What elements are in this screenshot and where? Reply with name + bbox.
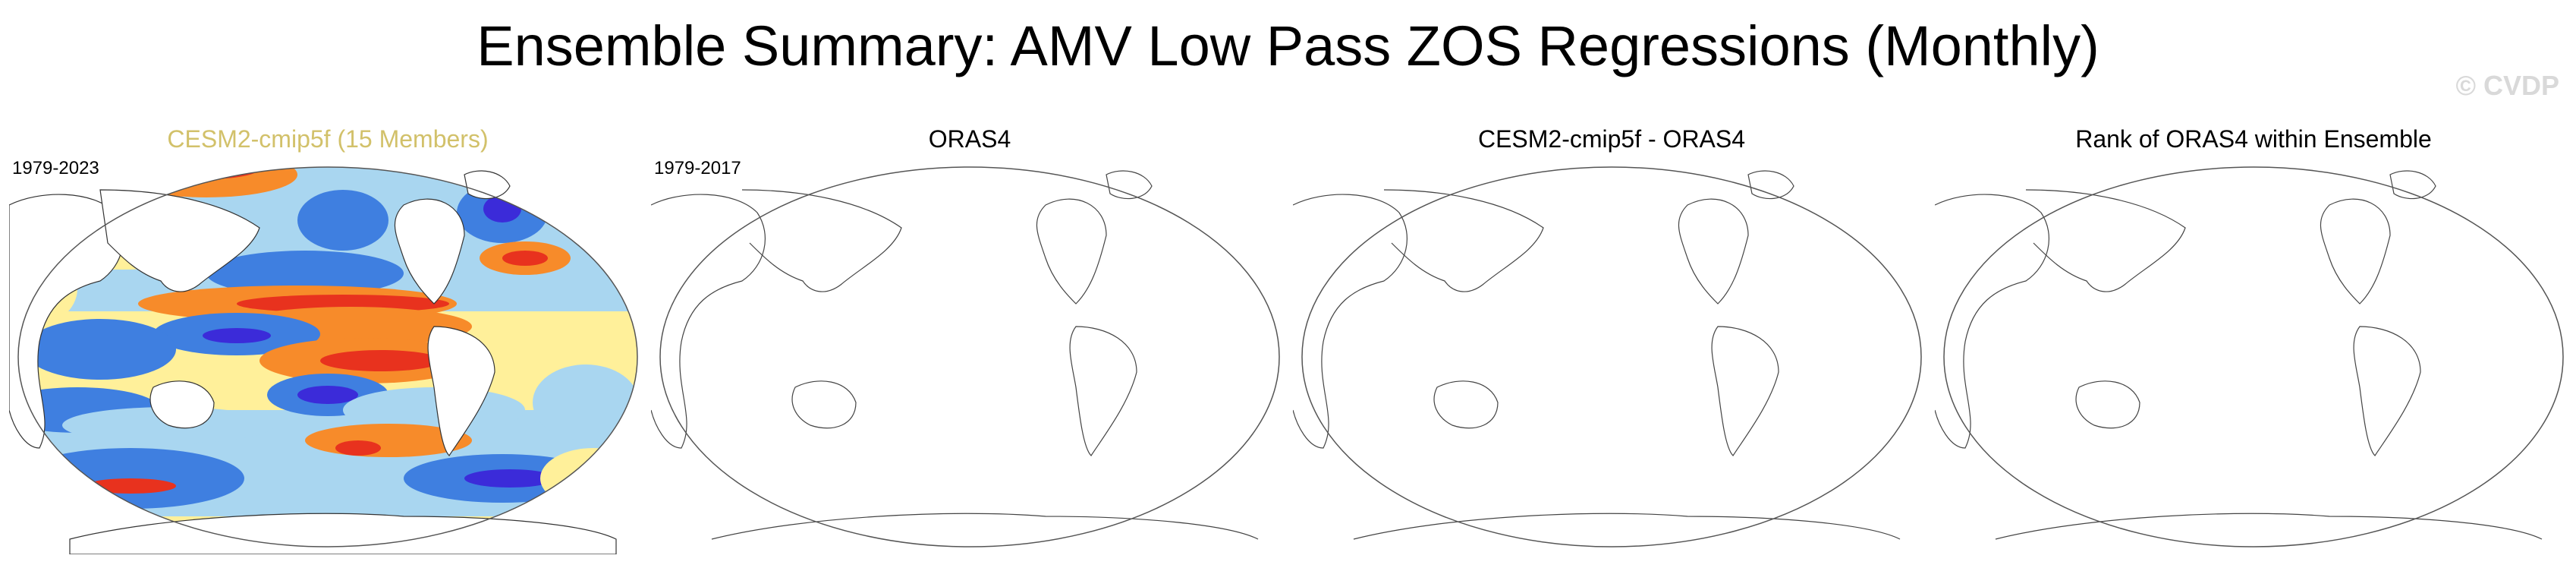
map-panel-ensemble: CESM2-cmip5f (15 Members) 1979-2023 bbox=[9, 114, 646, 562]
map-border bbox=[1301, 166, 1922, 547]
land-masses bbox=[9, 170, 617, 554]
panel-title: Rank of ORAS4 within Ensemble bbox=[2075, 125, 2432, 153]
map-difference bbox=[1293, 166, 1922, 547]
period-label: 1979-2023 bbox=[12, 158, 99, 178]
cvdp-watermark: © CVDP bbox=[2455, 70, 2559, 101]
map-oras4 bbox=[651, 166, 1280, 547]
map-ensemble bbox=[9, 166, 638, 554]
map-panel-oras4: ORAS4 1979-2017 bbox=[651, 114, 1288, 562]
map-rank bbox=[1935, 166, 2564, 547]
panel-title: CESM2-cmip5f - ORAS4 bbox=[1477, 125, 1746, 153]
period-label: 1979-2017 bbox=[654, 158, 741, 178]
figure-title: Ensemble Summary: AMV Low Pass ZOS Regre… bbox=[477, 14, 2099, 77]
map-border bbox=[1943, 166, 2564, 547]
coastlines bbox=[1293, 170, 1901, 540]
map-panel-rank: Rank of ORAS4 within Ensemble bbox=[1935, 114, 2572, 562]
panel-title: ORAS4 bbox=[928, 125, 1011, 153]
map-panel-difference: CESM2-cmip5f - ORAS4 bbox=[1293, 114, 1930, 562]
map-border bbox=[17, 166, 638, 547]
coastlines bbox=[651, 170, 1259, 540]
coastlines bbox=[1935, 170, 2543, 540]
map-border bbox=[659, 166, 1280, 547]
panel-title: CESM2-cmip5f (15 Members) bbox=[167, 125, 489, 153]
